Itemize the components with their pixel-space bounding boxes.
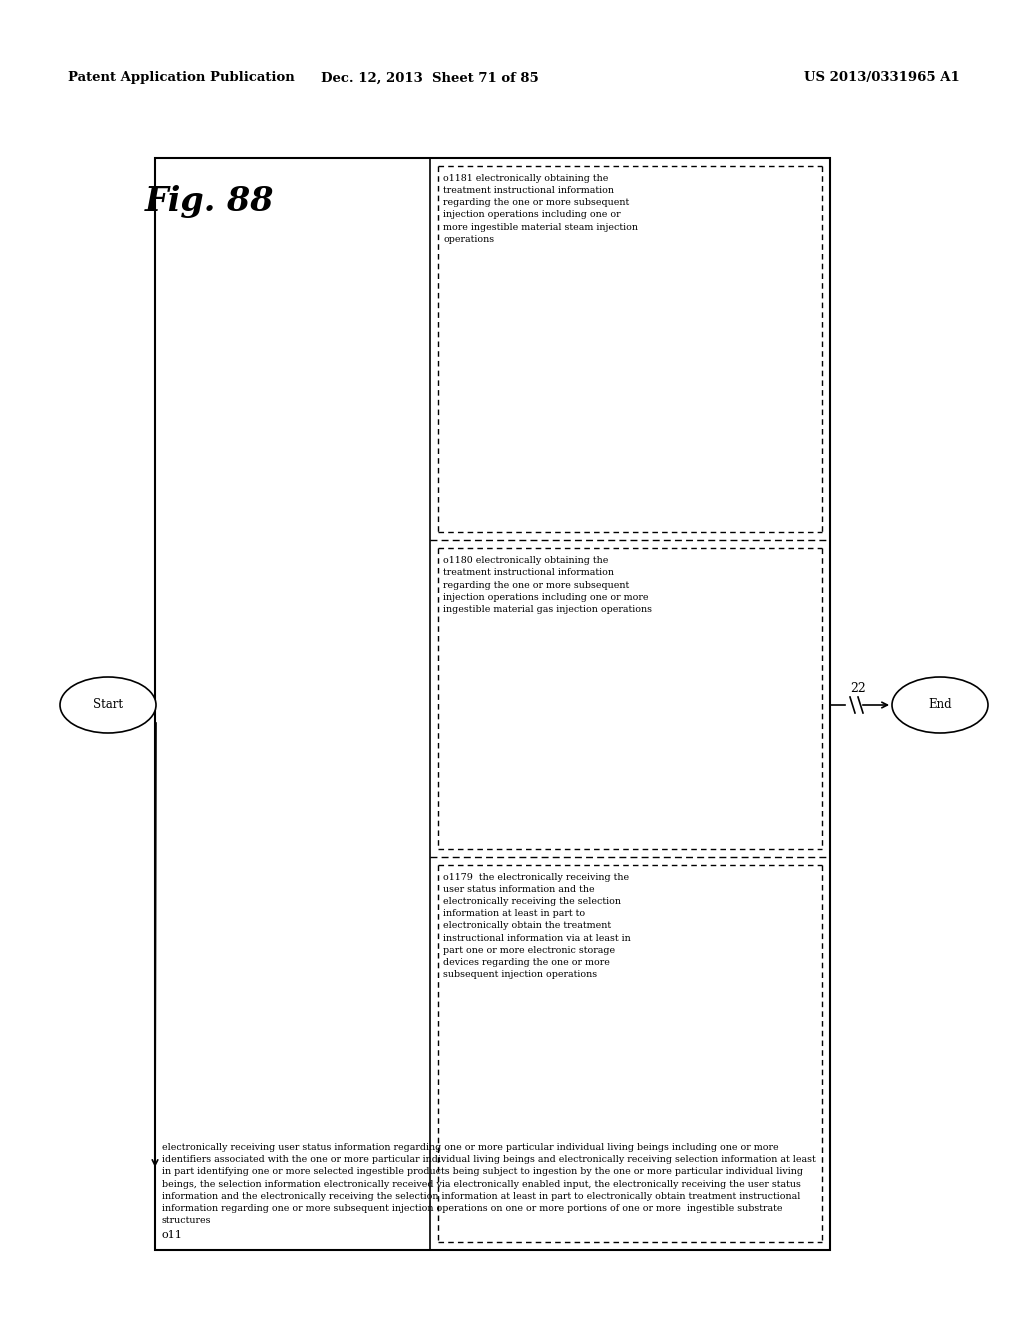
Text: End: End (928, 698, 952, 711)
Text: o1180 electronically obtaining the
treatment instructional information
regarding: o1180 electronically obtaining the treat… (443, 556, 652, 614)
Bar (155, 158, 830, 1250)
Text: electronically receiving user status information regarding one or more particula: electronically receiving user status inf… (162, 1143, 816, 1225)
Ellipse shape (60, 677, 156, 733)
Text: US 2013/0331965 A1: US 2013/0331965 A1 (804, 71, 961, 84)
Text: Patent Application Publication: Patent Application Publication (68, 71, 295, 84)
Text: Dec. 12, 2013  Sheet 71 of 85: Dec. 12, 2013 Sheet 71 of 85 (322, 71, 539, 84)
Text: o11: o11 (162, 1230, 183, 1239)
Text: Start: Start (93, 698, 123, 711)
Text: o1179  the electronically receiving the
user status information and the
electron: o1179 the electronically receiving the u… (443, 873, 631, 979)
Ellipse shape (892, 677, 988, 733)
Text: 22: 22 (850, 682, 866, 696)
Text: o1181 electronically obtaining the
treatment instructional information
regarding: o1181 electronically obtaining the treat… (443, 174, 638, 244)
Text: Fig. 88: Fig. 88 (145, 185, 274, 218)
